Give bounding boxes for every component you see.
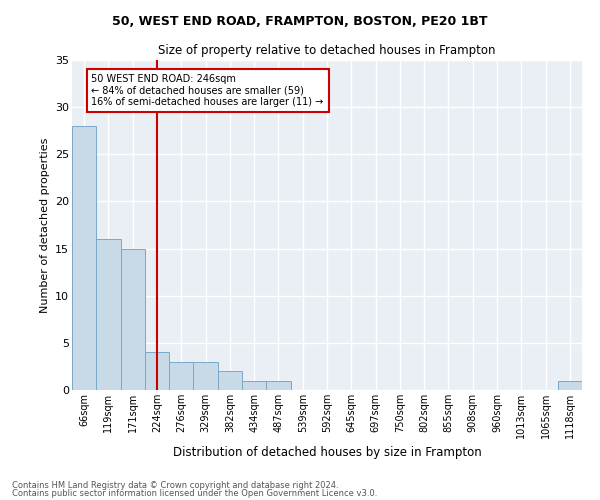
Bar (96, 239, 121, 390)
Text: 50, WEST END ROAD, FRAMPTON, BOSTON, PE20 1BT: 50, WEST END ROAD, FRAMPTON, BOSTON, PE2… (112, 15, 488, 28)
Text: 50 WEST END ROAD: 246sqm
← 84% of detached houses are smaller (59)
16% of semi-d: 50 WEST END ROAD: 246sqm ← 84% of detach… (91, 74, 323, 108)
Bar (145, 352, 169, 390)
Bar (72, 126, 96, 390)
Bar (558, 380, 582, 390)
Bar (121, 248, 145, 390)
Bar (169, 362, 193, 390)
Bar (193, 362, 218, 390)
Y-axis label: Number of detached properties: Number of detached properties (40, 138, 50, 312)
Title: Size of property relative to detached houses in Frampton: Size of property relative to detached ho… (158, 44, 496, 58)
Text: Contains public sector information licensed under the Open Government Licence v3: Contains public sector information licen… (12, 488, 377, 498)
X-axis label: Distribution of detached houses by size in Frampton: Distribution of detached houses by size … (173, 446, 481, 460)
Bar (218, 371, 242, 390)
Bar (266, 380, 290, 390)
Text: Contains HM Land Registry data © Crown copyright and database right 2024.: Contains HM Land Registry data © Crown c… (12, 481, 338, 490)
Bar (242, 380, 266, 390)
